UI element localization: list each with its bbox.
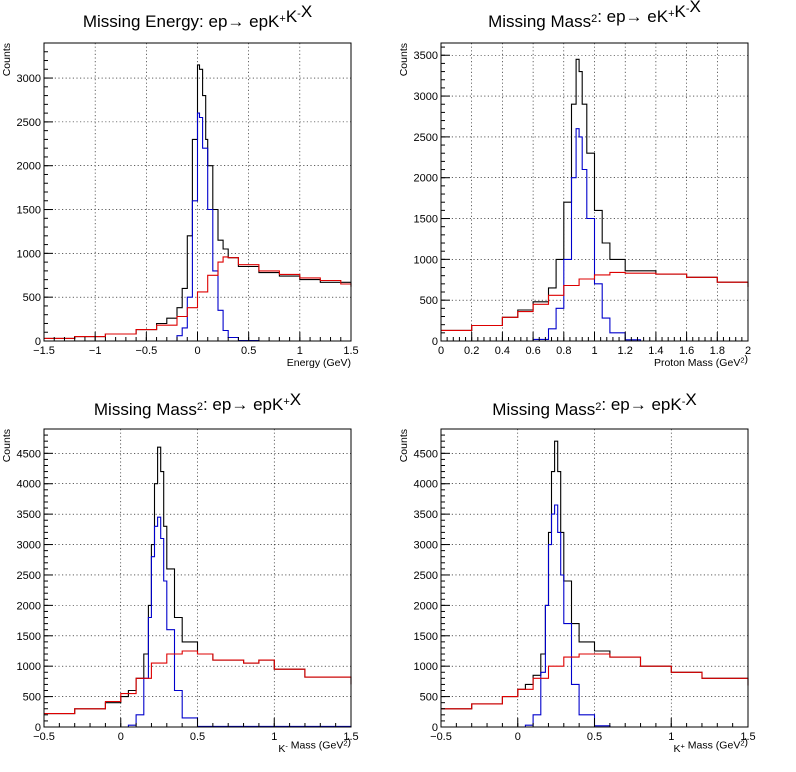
y-tick-label: 500: [23, 292, 41, 304]
chart-panel-4: −0.5 0 0.5 1 1.50500100015002000250030003500…: [398, 390, 756, 755]
y-tick-label: 1000: [414, 661, 438, 673]
series-line-2: [441, 128, 748, 342]
x-tick-label: 1.5: [740, 731, 755, 743]
y-axis-label: Counts: [1, 429, 13, 462]
y-tick-label: 0: [35, 336, 41, 348]
y-tick-label: 1000: [414, 254, 438, 266]
x-tick-label: 1: [668, 731, 674, 743]
y-axis-label: Counts: [398, 43, 410, 76]
series-line-1: [441, 440, 749, 710]
x-tick-label: 1.8: [710, 345, 725, 357]
x-tick-label: 0.5: [190, 731, 205, 743]
y-tick-label: 3500: [414, 509, 438, 521]
chart-title: Missing Mass2: ep→ epK+X: [94, 390, 301, 419]
y-tick-label: 3000: [17, 540, 41, 552]
x-axis-label: K+ Mass (GeV2): [673, 736, 748, 755]
y-tick-label: 2500: [17, 117, 41, 129]
chart-title: Missing Mass2: ep→ epK-X: [492, 390, 696, 419]
y-axis-label: Counts: [1, 43, 13, 76]
x-tick-label: 0.4: [495, 345, 510, 357]
x-tick-label: −1.5: [33, 345, 55, 357]
y-tick-label: 4000: [17, 479, 41, 491]
y-tick-label: 2500: [414, 132, 438, 144]
x-tick-label: 0.2: [464, 345, 479, 357]
series-line-3: [44, 650, 352, 715]
y-tick-label: 2000: [17, 600, 41, 612]
y-tick-label: 1500: [414, 631, 438, 643]
y-tick-label: 2500: [17, 570, 41, 582]
x-tick-label: 1.5: [343, 731, 358, 743]
y-tick-label: 4500: [414, 448, 438, 460]
x-tick-label: 1.6: [679, 345, 694, 357]
y-tick-label: 3000: [414, 540, 438, 552]
y-tick-label: 2000: [17, 161, 41, 173]
y-tick-label: 2000: [414, 173, 438, 185]
x-tick-label: 1.5: [343, 345, 358, 357]
y-tick-label: 3500: [17, 509, 41, 521]
x-tick-label: −0.5: [135, 345, 157, 357]
y-tick-label: 0: [432, 336, 438, 348]
series-line-3: [441, 653, 749, 710]
x-tick-label: 1.2: [618, 345, 633, 357]
x-tick-label: −0.5: [33, 731, 55, 743]
x-tick-label: 0: [118, 731, 124, 743]
x-tick-label: 0.6: [525, 345, 540, 357]
chart-title: Missing Mass2: ep→ eK+K-X: [488, 0, 701, 31]
y-tick-label: 1500: [17, 205, 41, 217]
y-tick-label: 2000: [414, 600, 438, 612]
x-tick-label: −1: [89, 345, 102, 357]
series-line-2: [44, 516, 352, 728]
x-axis-label: K- Mass (GeV2): [278, 736, 351, 755]
x-tick-label: 1.4: [648, 345, 663, 357]
y-tick-label: 1500: [414, 214, 438, 226]
chart-title: Missing Energy: ep→ epK+K-X: [83, 2, 312, 31]
series-line-2: [441, 504, 748, 728]
series-line-2: [44, 112, 351, 342]
series-line-1: [441, 58, 749, 331]
x-tick-label: 0.8: [556, 345, 571, 357]
y-tick-label: 500: [420, 295, 438, 307]
series-line-1: [44, 64, 352, 339]
series-line-3: [441, 271, 749, 331]
chart-panel-2: 0 0.2 0.4 0.6 0.8 1 1.2 1.4 1.6 1.8 2 0 500 1000 1500 2…: [398, 0, 751, 369]
x-tick-label: 0: [438, 345, 444, 357]
x-tick-label: 0.5: [587, 731, 602, 743]
y-tick-label: 4000: [414, 479, 438, 491]
y-tick-label: 1000: [17, 248, 41, 260]
x-axis-label: Energy (GeV): [287, 357, 351, 369]
x-tick-label: 1: [591, 345, 597, 357]
y-tick-label: 0: [35, 722, 41, 734]
y-tick-label: 500: [23, 692, 41, 704]
series-line-3: [44, 256, 352, 339]
x-tick-label: −0.5: [430, 731, 452, 743]
x-tick-label: 0: [515, 731, 521, 743]
x-axis-label: Proton Mass (GeV2): [654, 354, 748, 369]
chart-panel-3: −0.5 0 0.5 1 1.50500100015002000250030003500…: [1, 390, 359, 755]
y-tick-label: 2500: [414, 570, 438, 582]
y-axis-label: Counts: [398, 429, 410, 462]
plot-frame: [43, 428, 352, 728]
y-tick-label: 3000: [414, 91, 438, 103]
x-tick-label: 0: [194, 345, 200, 357]
y-tick-label: 3000: [17, 73, 41, 85]
x-tick-label: 1: [297, 345, 303, 357]
plot-frame: [440, 428, 749, 728]
y-tick-label: 500: [420, 692, 438, 704]
y-tick-label: 3500: [414, 50, 438, 62]
x-tick-label: 0.5: [241, 345, 256, 357]
y-tick-label: 1500: [17, 631, 41, 643]
y-tick-label: 1000: [17, 661, 41, 673]
x-tick-label: 1: [271, 731, 277, 743]
y-tick-label: 0: [432, 722, 438, 734]
y-tick-label: 4500: [17, 448, 41, 460]
chart-panel-1: −1.5 −1 −0.5 0 0.5 1 1.5 0 500 1000 1500 2000 2500 30…: [1, 2, 359, 369]
x-tick-label: 2: [745, 345, 751, 357]
